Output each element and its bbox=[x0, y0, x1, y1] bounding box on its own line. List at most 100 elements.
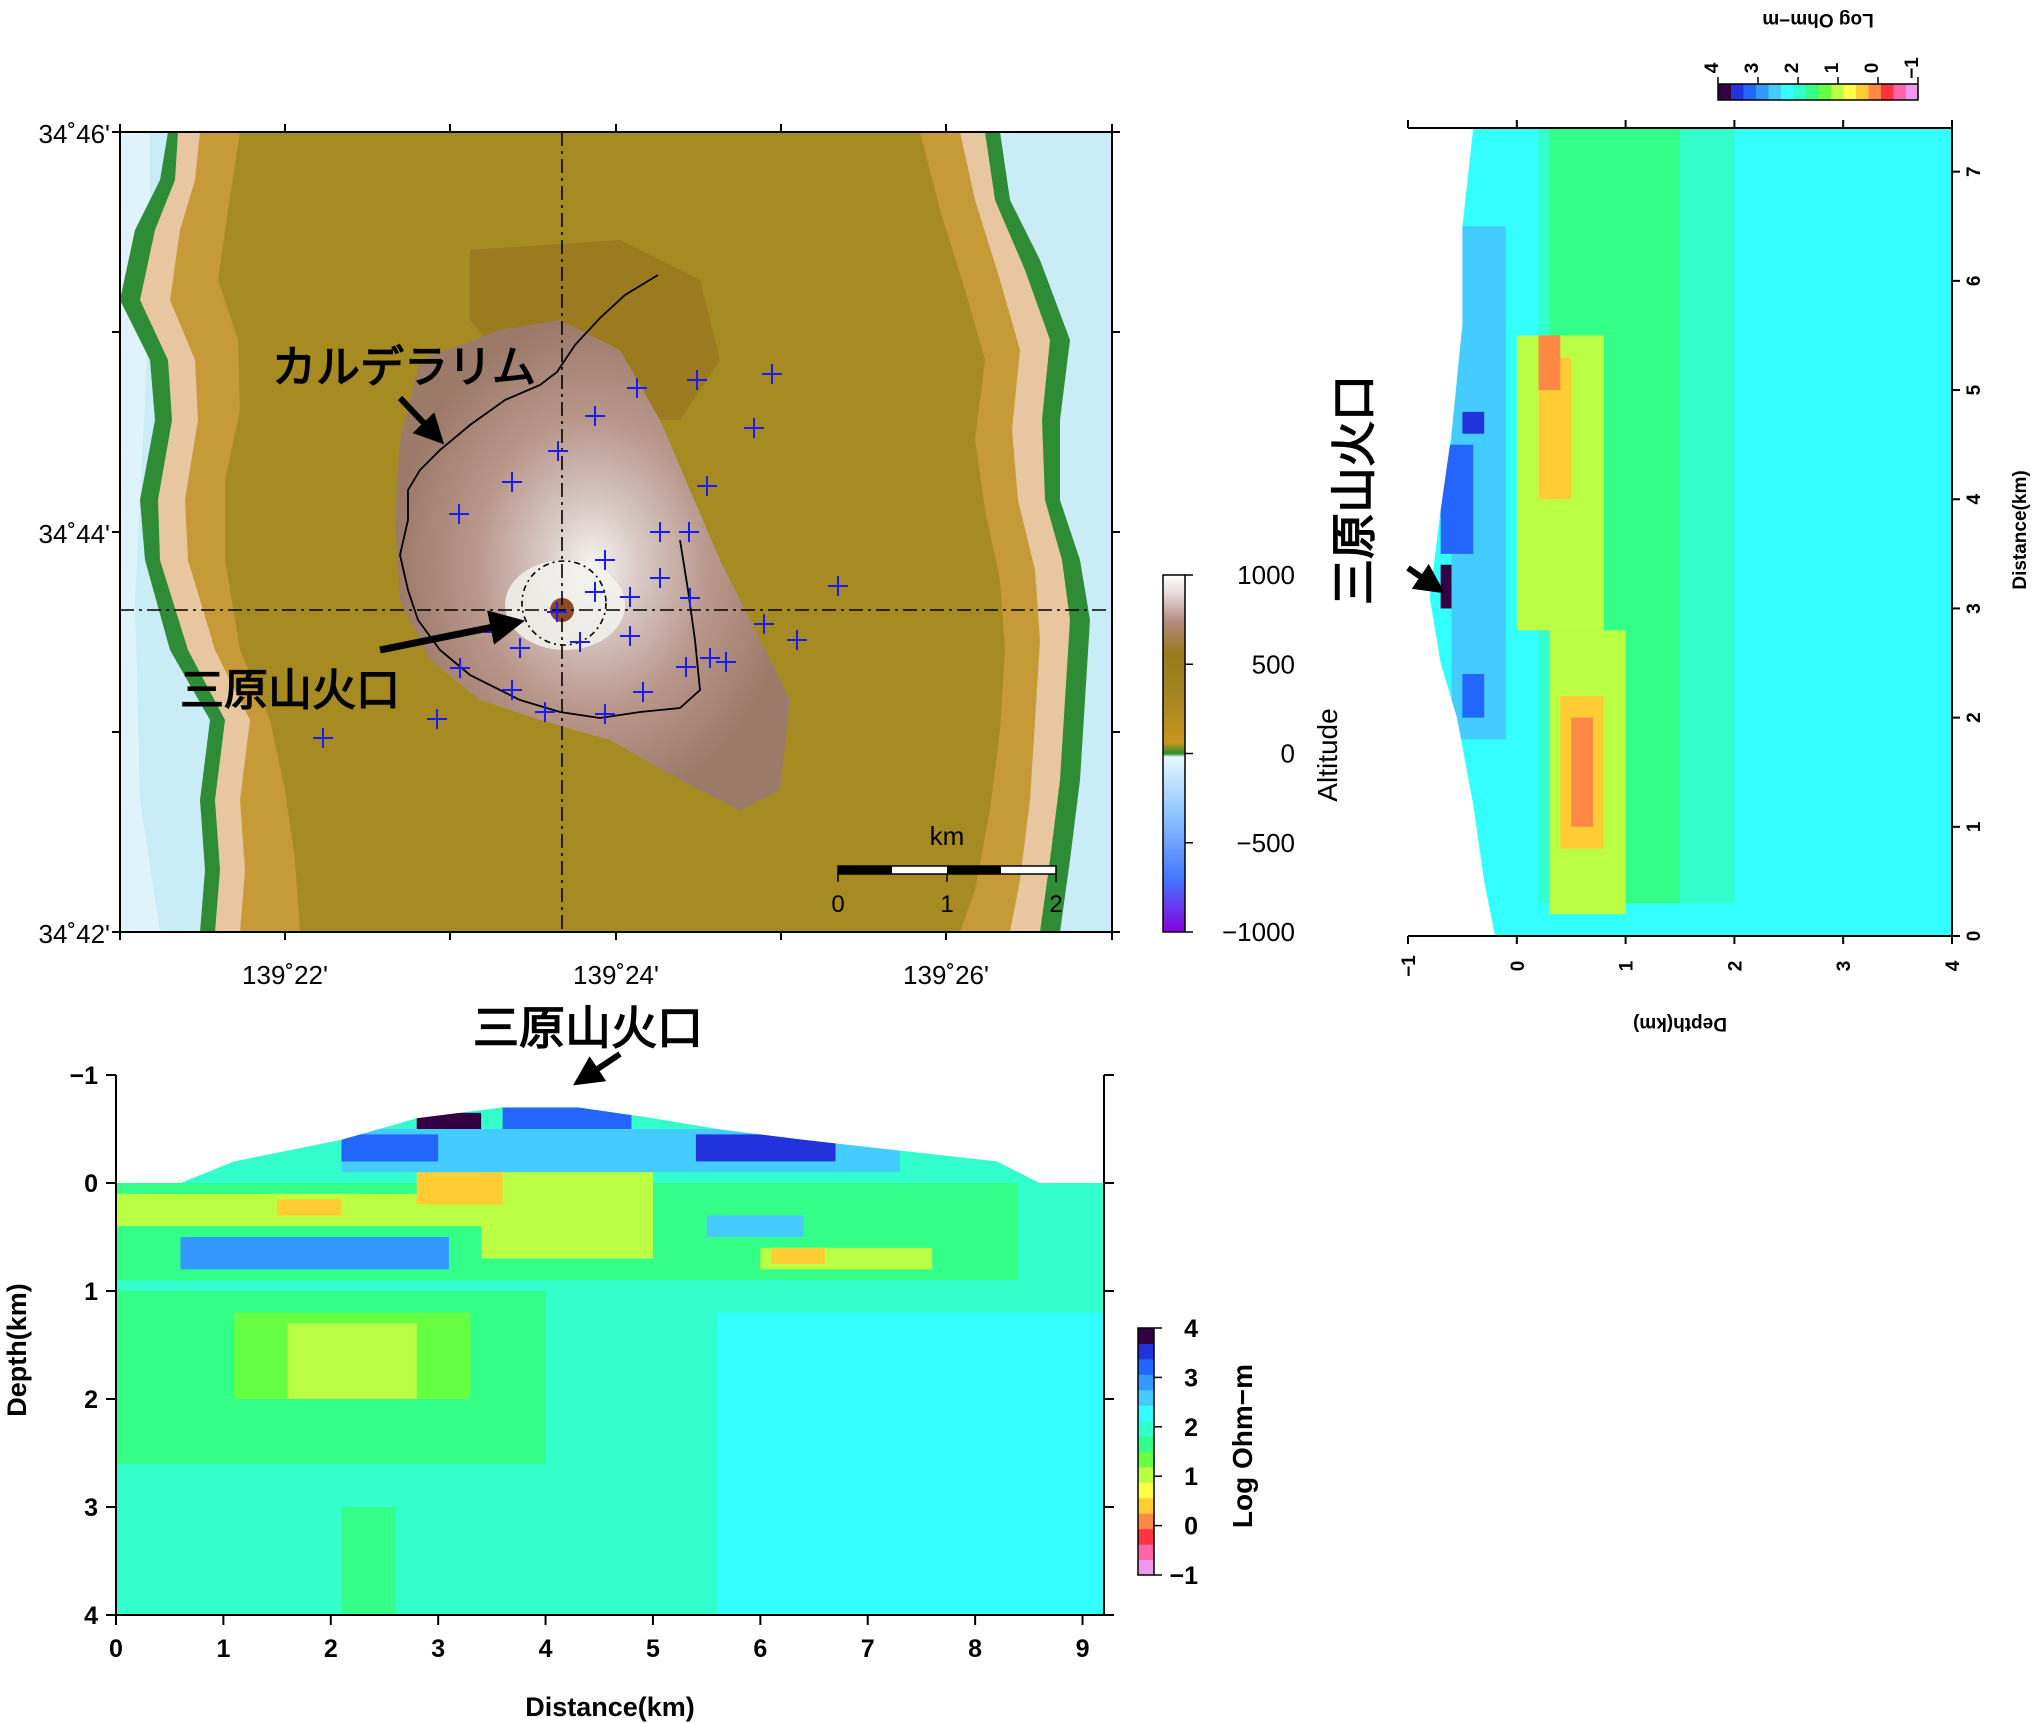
caldera-rim-arrow bbox=[397, 395, 445, 445]
ns-y-tick-label: 2 bbox=[1964, 712, 1985, 723]
colorbar-swatch bbox=[1138, 1528, 1154, 1545]
scalebar-tick-0: 0 bbox=[831, 891, 844, 918]
station-marker bbox=[585, 406, 605, 426]
ew-crater-label: 三原山火口 bbox=[473, 1002, 703, 1054]
air-mask bbox=[1408, 128, 1496, 936]
ns-crater-arrow bbox=[1406, 564, 1445, 594]
station-marker bbox=[595, 704, 615, 724]
colorbar-swatch bbox=[1830, 84, 1844, 100]
colorbar-frame bbox=[1137, 1327, 1155, 1576]
resistivity-cell bbox=[481, 1161, 653, 1259]
colorbar-swatch bbox=[1138, 1513, 1154, 1530]
station-marker bbox=[450, 658, 470, 678]
colorbar-swatch bbox=[1138, 1436, 1154, 1452]
colorbar-swatch bbox=[1138, 1328, 1154, 1344]
ew-x-tick-label: 4 bbox=[539, 1635, 553, 1663]
resistivity-cell bbox=[771, 1247, 825, 1264]
colorbar-frame bbox=[1717, 83, 1919, 101]
ns-y-tick-label: 7 bbox=[1964, 166, 1985, 177]
colorbar-tick-label: 0 bbox=[1184, 1513, 1198, 1541]
colorbar-tick-label: 4 bbox=[1702, 62, 1723, 73]
colorbar-swatch bbox=[1138, 1374, 1154, 1391]
lat-label-3: 34˚42' bbox=[39, 919, 110, 949]
ns-y-tick-label: 5 bbox=[1964, 384, 1985, 395]
colorbar-swatch bbox=[1138, 1466, 1154, 1483]
resistivity-cell bbox=[717, 1312, 1104, 1615]
station-marker bbox=[679, 522, 699, 542]
lon-label-3: 139˚26' bbox=[903, 960, 989, 990]
colorbar-swatch bbox=[1818, 84, 1831, 100]
crater-dashed-circle bbox=[521, 560, 607, 646]
colorbar-swatch bbox=[1730, 84, 1744, 100]
scalebar-tick-1: 1 bbox=[940, 891, 953, 918]
colorbar-tick-label: 2 bbox=[1782, 63, 1803, 74]
lat-label-1: 34˚46' bbox=[39, 119, 110, 149]
resistivity-cell bbox=[234, 1242, 342, 1264]
resistivity-cell bbox=[416, 1112, 482, 1129]
altitude-title: Altitude bbox=[1312, 708, 1343, 801]
ew-colorbar-title: Log Ohm−m bbox=[1227, 1364, 1258, 1528]
air-mask bbox=[116, 1075, 1104, 1183]
resistivity-cell bbox=[502, 1107, 632, 1129]
ns-ylabel: Distance(km) bbox=[2010, 470, 2031, 589]
colorbar-swatch bbox=[1138, 1405, 1154, 1422]
ns-colorbar-title: Log Ohm−m bbox=[1762, 9, 1873, 30]
colorbar-tick-label: 4 bbox=[1184, 1315, 1198, 1343]
station-marker bbox=[595, 550, 615, 570]
resistivity-cell bbox=[341, 1134, 439, 1162]
station-marker bbox=[449, 504, 469, 524]
ns-crater-label: 三原山火口 bbox=[1328, 375, 1380, 605]
colorbar-swatch bbox=[1743, 84, 1756, 100]
resistivity-cell bbox=[1440, 564, 1452, 609]
resistivity-cell bbox=[1462, 411, 1485, 434]
station-marker bbox=[570, 632, 590, 652]
colorbar-tick-label: 3 bbox=[1184, 1364, 1198, 1392]
station-marker bbox=[620, 626, 640, 646]
colorbar-swatch bbox=[1805, 84, 1819, 100]
colorbar-tick-label: −1 bbox=[1169, 1562, 1198, 1590]
ns-x-tick-label: 2 bbox=[1725, 961, 1746, 972]
station-marker bbox=[744, 418, 764, 438]
altitude-tick-label: 1000 bbox=[1237, 560, 1295, 590]
resistivity-cell bbox=[706, 1215, 804, 1237]
colorbar-swatch bbox=[1718, 84, 1731, 100]
colorbar-tick-label: 2 bbox=[1184, 1414, 1198, 1442]
ew-section: 0 1 2 3 4 5 6 7 8 9 −1 0 1 2 3 4 三原山火口 Distance(km) Dep… bbox=[2, 1002, 1114, 1722]
resistivity-cell bbox=[341, 1507, 396, 1615]
station-marker bbox=[716, 652, 736, 672]
ns-y-tick-label: 3 bbox=[1964, 603, 1985, 614]
lat-label-2: 34˚44' bbox=[39, 519, 110, 549]
ns-x-tick-label: 4 bbox=[1943, 960, 1964, 971]
colorbar-swatch bbox=[1138, 1343, 1154, 1360]
station-marker bbox=[700, 648, 720, 668]
ns-x-tick-label: 1 bbox=[1617, 960, 1638, 971]
altitude-tick-label: −1000 bbox=[1222, 917, 1295, 947]
station-marker bbox=[585, 582, 605, 602]
mt-stations bbox=[313, 364, 848, 748]
station-marker bbox=[427, 709, 447, 729]
station-marker bbox=[650, 522, 670, 542]
colorbar-swatch bbox=[1905, 84, 1919, 100]
colorbar-tick-label: 3 bbox=[1742, 63, 1763, 74]
altitude-colorbar: 1000 500 0 −500 −1000 Altitude bbox=[1162, 560, 1343, 947]
ew-x-tick-label: 2 bbox=[324, 1635, 338, 1663]
resistivity-cell bbox=[416, 1172, 503, 1205]
colorbar-swatch bbox=[1755, 84, 1769, 100]
ew-y-tick-label: 2 bbox=[84, 1386, 98, 1414]
colorbar-swatch bbox=[1868, 84, 1881, 100]
station-marker bbox=[535, 702, 555, 722]
ns-xlabel: Depth(km) bbox=[1633, 1013, 1727, 1034]
scalebar-unit: km bbox=[930, 821, 965, 851]
altitude-tick-label: 0 bbox=[1281, 739, 1295, 769]
station-marker bbox=[787, 630, 807, 650]
ns-y-tick-label: 6 bbox=[1964, 276, 1985, 287]
map-scalebar: km 0 1 2 bbox=[831, 821, 1062, 918]
station-marker bbox=[548, 441, 568, 461]
colorbar-swatch bbox=[1793, 84, 1806, 100]
caldera-rim-line bbox=[399, 274, 701, 719]
colorbar-tick-label: 1 bbox=[1184, 1463, 1198, 1491]
station-marker bbox=[547, 602, 567, 622]
ns-y-tick-label: 0 bbox=[1964, 931, 1985, 942]
colorbar-swatch bbox=[1138, 1482, 1154, 1499]
resistivity-cell bbox=[287, 1323, 417, 1399]
